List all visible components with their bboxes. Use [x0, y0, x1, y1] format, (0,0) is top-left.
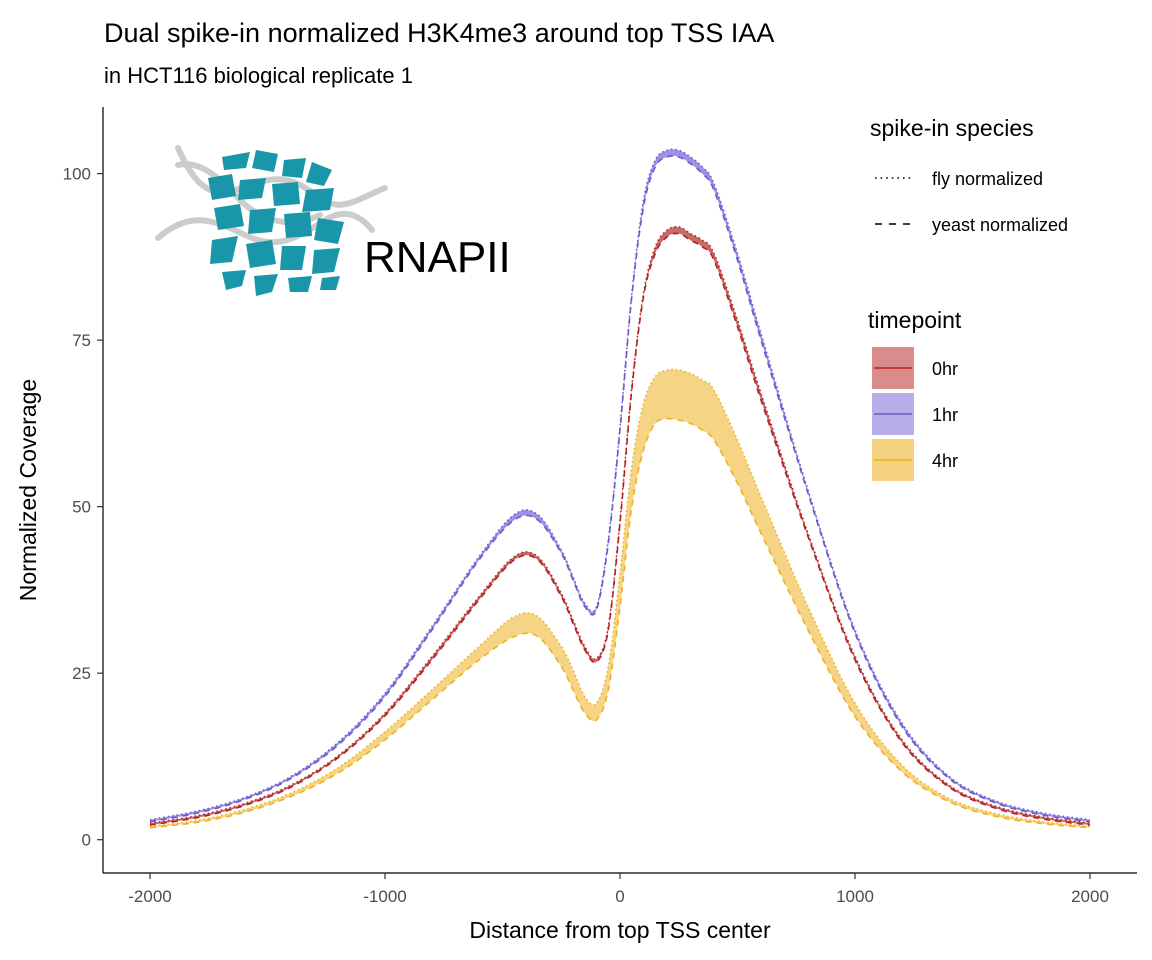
line-0hr-yeast-normalized [149, 232, 1091, 826]
line-1hr-fly-normalized [149, 148, 1091, 821]
x-tick-label: -1000 [363, 887, 406, 906]
legend-spike-in-species: spike-in species fly normalized yeast no… [870, 115, 1068, 235]
legend-label-fly-normalized: fly normalized [932, 169, 1043, 189]
line-layer [149, 148, 1091, 829]
legend-label-yeast-normalized: yeast normalized [932, 215, 1068, 235]
line-0hr-fly-normalized [149, 225, 1091, 824]
y-tick-label: 100 [63, 165, 91, 184]
x-tick-label: 0 [615, 887, 624, 906]
x-tick-label: 1000 [836, 887, 874, 906]
y-tick-label: 25 [72, 664, 91, 683]
logo-text: RNAPII [364, 233, 511, 282]
rnapii-logo: RNAPII [155, 145, 511, 296]
chart-subtitle: in HCT116 biological replicate 1 [104, 63, 413, 88]
legend-label-4hr: 4hr [932, 451, 958, 471]
line-4hr-yeast-normalized [149, 417, 1091, 829]
y-tick-label: 75 [72, 331, 91, 350]
line-4hr-fly-normalized [149, 368, 1091, 828]
chart-title: Dual spike-in normalized H3K4me3 around … [104, 18, 774, 48]
y-axis-title: Normalized Coverage [15, 379, 41, 601]
legend-label-1hr: 1hr [932, 405, 958, 425]
polymerase-blocks-graphic [208, 150, 344, 296]
y-axis-ticks: 0 25 50 75 100 [63, 165, 103, 850]
band-4hr [150, 369, 1090, 828]
x-tick-label: -2000 [128, 887, 171, 906]
legend-label-0hr: 0hr [932, 359, 958, 379]
y-tick-label: 50 [72, 498, 91, 517]
legend-title-spike-in-species: spike-in species [870, 115, 1034, 141]
legend-timepoint: timepoint 0hr 1hr 4hr [868, 307, 962, 481]
x-axis-ticks: -2000 -1000 0 1000 2000 [128, 873, 1109, 906]
legend-title-timepoint: timepoint [868, 307, 962, 333]
x-axis-title: Distance from top TSS center [469, 917, 771, 943]
y-tick-label: 0 [82, 831, 91, 850]
band-layer [150, 149, 1090, 828]
line-1hr-yeast-normalized [149, 155, 1091, 823]
x-tick-label: 2000 [1071, 887, 1109, 906]
plot-panel [149, 148, 1091, 829]
